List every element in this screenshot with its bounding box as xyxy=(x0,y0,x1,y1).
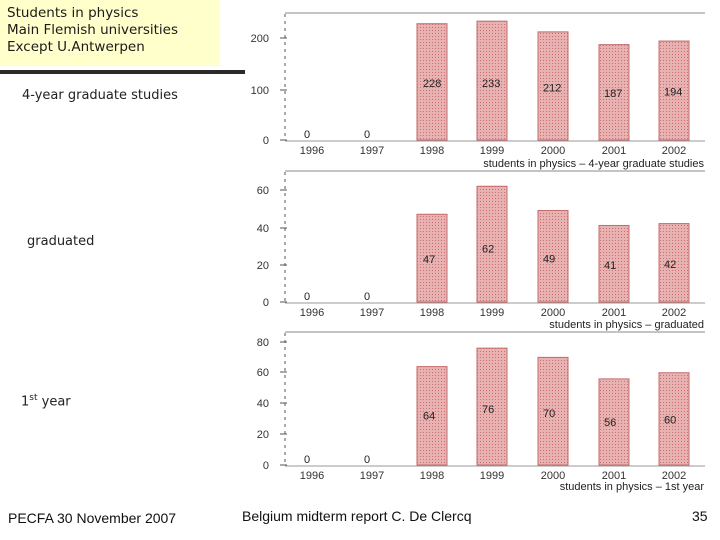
x-tick-label: 1996 xyxy=(300,307,324,319)
value-label: 62 xyxy=(482,243,494,255)
x-tick-label: 1996 xyxy=(300,145,324,157)
value-label: 0 xyxy=(364,129,370,141)
x-tick-label: 1998 xyxy=(420,307,444,319)
x-tick-label: 2001 xyxy=(602,470,626,482)
value-label: 0 xyxy=(364,454,370,466)
value-label: 212 xyxy=(543,83,561,95)
x-tick-label: 1998 xyxy=(420,145,444,157)
bar-2002 xyxy=(658,372,690,466)
footer-event: PECFA 30 November 2007 xyxy=(8,510,177,526)
bar-2001 xyxy=(598,44,630,141)
y-tick-label: 20 xyxy=(257,429,269,441)
value-label: 0 xyxy=(364,291,370,303)
title-line-2: Main Flemish universities xyxy=(7,22,178,38)
bar-1998 xyxy=(416,23,448,141)
y-tick-label: 80 xyxy=(257,337,269,349)
x-tick-label: 2002 xyxy=(662,470,686,482)
bar-2002 xyxy=(658,40,690,141)
footer-report: Belgium midterm report C. De Clercq xyxy=(242,508,472,524)
title-box: Students in physics Main Flemish univers… xyxy=(0,0,220,66)
y-tick-label: 40 xyxy=(257,398,269,410)
row-label-graduated: graduated xyxy=(27,234,95,249)
title-line-3: Except U.Antwerpen xyxy=(7,39,145,55)
bar-2001 xyxy=(598,224,630,303)
value-label: 0 xyxy=(304,454,310,466)
bar-2000 xyxy=(537,31,569,141)
value-label: 70 xyxy=(543,408,555,420)
value-label: 187 xyxy=(604,88,622,100)
x-tick-label: 2001 xyxy=(602,145,626,157)
value-label: 56 xyxy=(604,417,616,429)
x-tick-label: 2001 xyxy=(602,307,626,319)
x-tick-label: 1998 xyxy=(420,470,444,482)
bar-1999 xyxy=(476,347,508,466)
bar-2000 xyxy=(537,210,569,303)
y-tick-label: 40 xyxy=(257,223,269,235)
value-label: 47 xyxy=(423,254,435,266)
y-tick-label: 100 xyxy=(251,85,269,97)
value-label: 194 xyxy=(664,86,682,98)
title-divider xyxy=(0,70,245,74)
page-number: 35 xyxy=(692,508,708,524)
x-tick-label: 1999 xyxy=(480,470,504,482)
value-label: 0 xyxy=(304,291,310,303)
row-label-first-year-num: 1 xyxy=(21,394,30,410)
bar-1999 xyxy=(476,185,508,303)
value-label: 0 xyxy=(304,129,310,141)
bar-1999 xyxy=(476,20,508,141)
value-label: 60 xyxy=(664,414,676,426)
x-tick-label: 2000 xyxy=(541,307,565,319)
bar-1998 xyxy=(416,213,448,303)
y-tick-label: 0 xyxy=(263,297,269,309)
bar-2001 xyxy=(598,378,630,466)
x-tick-label: 1997 xyxy=(360,307,384,319)
y-tick-label: 60 xyxy=(257,367,269,379)
chart-caption: students in physics – graduated xyxy=(549,319,704,331)
x-tick-label: 1997 xyxy=(360,145,384,157)
y-tick-label: 0 xyxy=(263,460,269,472)
row-label-first-year-rest: year xyxy=(37,394,71,410)
bar-1998 xyxy=(416,366,448,466)
chart-caption: students in physics – 4-year graduate st… xyxy=(483,158,704,170)
row-label-graduate-studies: 4-year graduate studies xyxy=(22,88,178,103)
value-label: 64 xyxy=(423,411,435,423)
title-line-1: Students in physics xyxy=(7,5,139,21)
value-label: 76 xyxy=(482,404,494,416)
x-tick-label: 2000 xyxy=(541,145,565,157)
x-tick-label: 2002 xyxy=(662,145,686,157)
bar-2002 xyxy=(658,223,690,303)
y-tick-label: 200 xyxy=(251,33,269,45)
x-tick-label: 1997 xyxy=(360,470,384,482)
x-tick-label: 2002 xyxy=(662,307,686,319)
x-tick-label: 1999 xyxy=(480,307,504,319)
bar-2000 xyxy=(537,356,569,466)
value-label: 233 xyxy=(482,78,500,90)
x-tick-label: 1996 xyxy=(300,470,324,482)
value-label: 49 xyxy=(543,254,555,266)
y-tick-label: 20 xyxy=(257,260,269,272)
value-label: 228 xyxy=(423,78,441,90)
value-label: 42 xyxy=(664,259,676,271)
y-tick-label: 60 xyxy=(257,185,269,197)
x-tick-label: 2000 xyxy=(541,470,565,482)
chart-caption: students in physics – 1st year xyxy=(560,481,705,493)
row-label-first-year-sup: st xyxy=(29,393,38,403)
y-tick-label: 0 xyxy=(263,135,269,147)
x-tick-label: 1999 xyxy=(480,145,504,157)
value-label: 41 xyxy=(604,260,616,272)
row-label-first-year: 1st year xyxy=(21,393,71,409)
